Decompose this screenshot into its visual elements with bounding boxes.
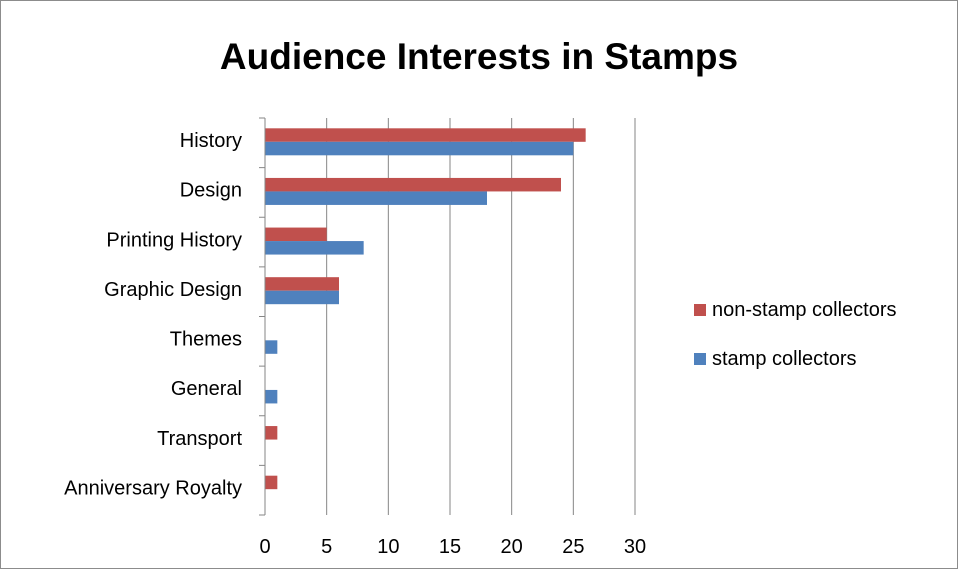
chart-title: Audience Interests in Stamps bbox=[219, 36, 739, 77]
bar-stamp-collectors-graphic-design bbox=[265, 290, 339, 305]
legend-label-non-stamp-collectors: non-stamp collectors bbox=[712, 298, 897, 321]
bar-non-stamp-collectors-graphic-design bbox=[265, 277, 339, 291]
bar-non-stamp-collectors-design bbox=[265, 177, 561, 192]
bar-non-stamp-collectors-history bbox=[265, 128, 586, 142]
legend-swatch-stamp-collectors bbox=[694, 353, 706, 365]
x-tick-label-5: 5 bbox=[321, 536, 332, 558]
x-tick-label-10: 10 bbox=[377, 536, 399, 558]
y-tick-label-transport: Transport bbox=[157, 428, 242, 450]
legend-item-non-stamp-collectors: non-stamp collectors bbox=[694, 298, 954, 322]
y-tick-label-general: General bbox=[171, 378, 242, 400]
y-tick-label-design: Design bbox=[180, 180, 242, 202]
x-tick-label-25: 25 bbox=[562, 536, 584, 558]
x-tick-label-20: 20 bbox=[501, 536, 523, 558]
bar-stamp-collectors-design bbox=[265, 191, 487, 205]
bar-non-stamp-collectors-anniversary-royalty bbox=[265, 475, 278, 490]
bar-non-stamp-collectors-printing-history bbox=[265, 227, 327, 242]
legend-item-stamp-collectors: stamp collectors bbox=[694, 347, 954, 371]
bar-stamp-collectors-history bbox=[265, 141, 574, 156]
x-tick-label-30: 30 bbox=[624, 536, 646, 558]
x-tick-label-15: 15 bbox=[439, 536, 461, 558]
legend-label-stamp-collectors: stamp collectors bbox=[712, 347, 857, 370]
bar-stamp-collectors-themes bbox=[265, 340, 278, 354]
y-tick-label-history: History bbox=[180, 130, 242, 152]
y-tick-label-themes: Themes bbox=[170, 329, 242, 351]
bar-stamp-collectors-printing-history bbox=[265, 241, 364, 255]
x-tick-label-0: 0 bbox=[259, 536, 270, 558]
y-tick-label-graphic-design: Graphic Design bbox=[104, 279, 242, 301]
y-tick-label-printing-history: Printing History bbox=[106, 229, 242, 251]
legend-swatch-non-stamp-collectors bbox=[694, 304, 706, 316]
y-tick-label-anniversary-royalty: Anniversary Royalty bbox=[64, 477, 242, 499]
bar-non-stamp-collectors-transport bbox=[265, 426, 278, 440]
bar-stamp-collectors-general bbox=[265, 389, 278, 404]
legend: non-stamp collectors stamp collectors bbox=[694, 298, 954, 396]
